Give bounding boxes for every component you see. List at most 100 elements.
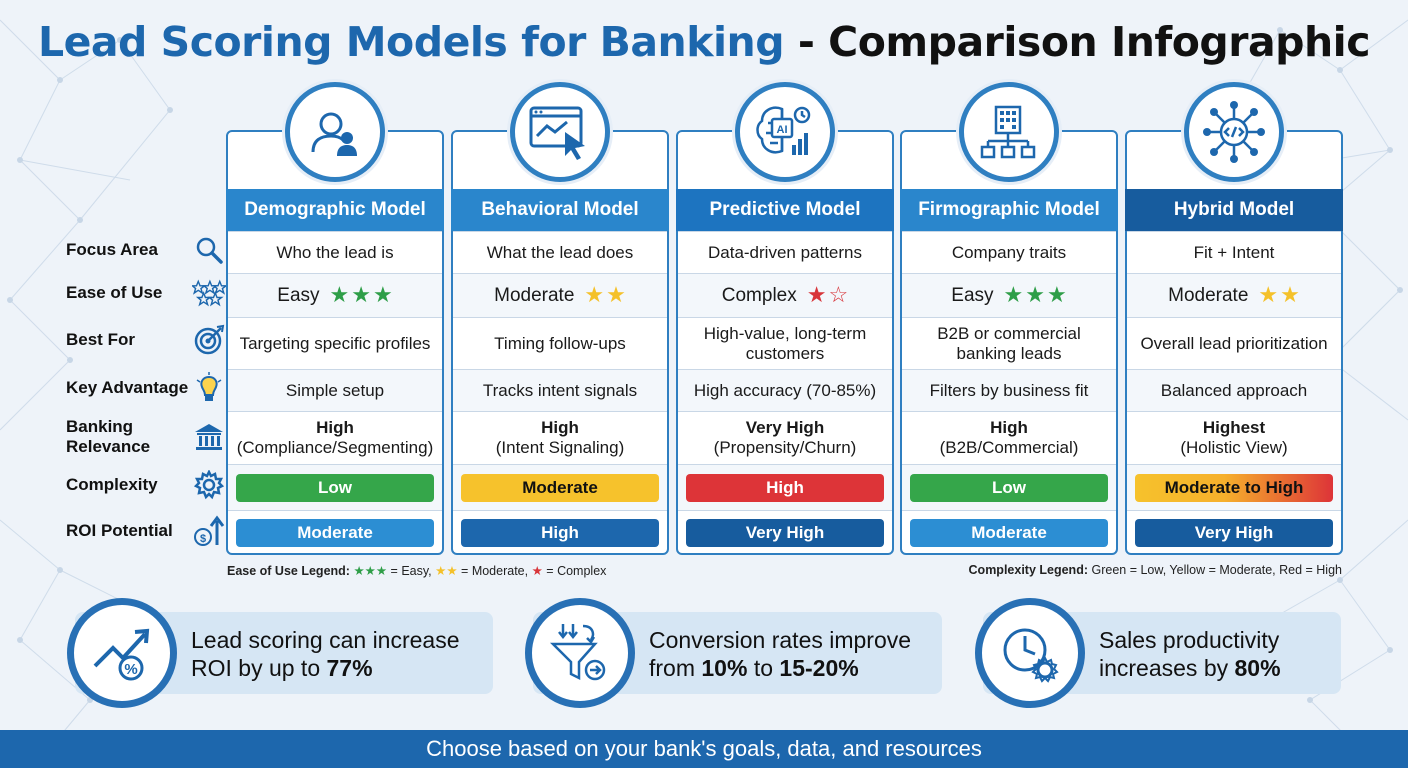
growth-icon: $ (192, 514, 226, 548)
row-label-key-advantage: Key Advantage (66, 371, 226, 405)
stars-icon (192, 276, 226, 310)
roi-potential-cell: Moderate (228, 510, 442, 555)
key-advantage-cell: Simple setup (228, 369, 442, 411)
best-for-line: banking leads (956, 343, 1062, 363)
focus-area-cell: Company traits (902, 231, 1116, 273)
ease-stars: ★☆ (806, 281, 849, 307)
ease-of-use-cell: Moderate ★★ (453, 273, 667, 317)
key-advantage-cell: Filters by business fit (902, 369, 1116, 411)
ease-of-use-cell: Moderate ★★ (1127, 273, 1341, 317)
legend-stars-easy: ★★★ (353, 564, 388, 578)
ease-of-use-cell: Easy ★★★ (902, 273, 1116, 317)
ease-label: Easy (951, 284, 994, 306)
gear-icon (192, 468, 226, 502)
legend-complex: = Complex (546, 564, 607, 578)
complexity-badge: Low (236, 473, 434, 502)
focus-area-cell: Data-driven patterns (678, 231, 892, 273)
complexity-badge: High (686, 473, 884, 502)
trend-percent-icon: % (67, 598, 177, 708)
clock-gear-icon (975, 598, 1085, 708)
ease-stars: ★★★ (329, 281, 393, 307)
model-card: Firmographic Model Company traits Easy ★★★ B… (900, 82, 1118, 555)
funnel-icon (525, 598, 635, 708)
relevance-level: Very High (745, 418, 825, 437)
stat-conversion: Conversion rates improve from 10% to 15-… (525, 598, 942, 708)
model-card: Hybrid Model Fit + Intent Moderate ★★ Overal… (1125, 82, 1343, 555)
roi-badge: Very High (686, 519, 884, 547)
best-for-line: High-value, long-term (703, 323, 867, 343)
complexity-badge: Moderate to High (1135, 473, 1333, 502)
row-label-banking-relevance: Banking Relevance (66, 415, 226, 459)
row-label-text: Banking Relevance (66, 417, 151, 456)
roi-potential-cell: Moderate (902, 510, 1116, 555)
best-for-cell: Overall lead prioritization (1127, 317, 1341, 369)
ease-of-use-cell: Complex ★☆ (678, 273, 892, 317)
best-for-line: B2B or commercial (937, 323, 1081, 343)
legend-moderate: = Moderate, (461, 564, 529, 578)
stat-line-1: Conversion rates improve (649, 627, 912, 653)
banking-relevance-cell: Very High (Propensity/Churn) (678, 411, 892, 464)
model-card: Demographic Model Who the lead is Easy ★★★ T… (226, 82, 444, 555)
row-label-text: Best For (66, 330, 135, 349)
model-card: Behavioral Model What the lead does Modera… (451, 82, 669, 555)
best-for-line: Overall lead prioritization (1140, 333, 1328, 353)
building-org-icon (959, 82, 1059, 182)
roi-potential-cell: Very High (1127, 510, 1341, 555)
relevance-detail: (B2B/Commercial) (939, 438, 1079, 457)
ease-of-use-legend: Ease of Use Legend: ★★★ = Easy, ★★ = Mod… (227, 563, 606, 578)
focus-area-cell: Fit + Intent (1127, 231, 1341, 273)
best-for-line: Targeting specific profiles (239, 333, 431, 353)
row-label-focus-area: Focus Area (66, 233, 226, 267)
relevance-detail: (Propensity/Churn) (713, 438, 857, 457)
stat-roi: % Lead scoring can increase ROI by up to… (67, 598, 493, 708)
best-for-line: customers (745, 343, 825, 363)
title-part-1: Lead Scoring Models for Banking (37, 18, 785, 66)
stat-value: 80% (1234, 655, 1281, 681)
complexity-cell: High (678, 464, 892, 510)
relevance-level: High (541, 418, 579, 437)
best-for-cell: B2B or commercial banking leads (902, 317, 1116, 369)
stat-value: 77% (326, 655, 373, 681)
roi-potential-cell: Very High (678, 510, 892, 555)
svg-text:%: % (124, 661, 137, 678)
svg-text:$: $ (200, 533, 206, 545)
ease-label: Complex (721, 284, 797, 306)
key-advantage-cell: Balanced approach (1127, 369, 1341, 411)
relevance-level: High (316, 418, 354, 437)
model-name: Hybrid Model (1125, 189, 1343, 231)
legend-title: Ease of Use Legend: (227, 564, 350, 578)
ease-label: Easy (277, 284, 320, 306)
ease-stars: ★★ (1258, 281, 1300, 307)
ai-brain-icon: AI (735, 82, 835, 182)
row-label-text: Key Advantage (66, 378, 189, 397)
ease-of-use-cell: Easy ★★★ (228, 273, 442, 317)
complexity-cell: Moderate (453, 464, 667, 510)
complexity-cell: Low (902, 464, 1116, 510)
model-name: Firmographic Model (900, 189, 1118, 231)
title-part-2: - Comparison Infographic (784, 18, 1371, 66)
complexity-badge: Low (910, 473, 1108, 502)
relevance-detail: (Compliance/Segmenting) (236, 438, 434, 457)
row-label-text: Ease of Use (66, 283, 163, 302)
row-label-best-for: Best For (66, 323, 226, 357)
legend-easy: = Easy, (390, 564, 432, 578)
ease-stars: ★★ (584, 281, 626, 307)
roi-badge: Moderate (910, 519, 1108, 547)
stat-line-2: increases by (1099, 655, 1235, 681)
complexity-cell: Moderate to High (1127, 464, 1341, 510)
relevance-level: Highest (1202, 418, 1266, 437)
banking-relevance-cell: High (Intent Signaling) (453, 411, 667, 464)
key-advantage-cell: Tracks intent signals (453, 369, 667, 411)
legend-stars-moderate: ★★ (435, 564, 458, 578)
stat-value-from: 10% (701, 655, 748, 681)
footer-banner: Choose based on your bank's goals, data,… (0, 730, 1408, 768)
svg-text:AI: AI (777, 124, 788, 136)
stat-productivity: Sales productivity increases by 80% (975, 598, 1341, 708)
stat-line-1: Sales productivity (1099, 627, 1280, 653)
banking-relevance-cell: Highest (Holistic View) (1127, 411, 1341, 464)
best-for-cell: Timing follow-ups (453, 317, 667, 369)
row-label-complexity: Complexity (66, 468, 226, 502)
relevance-detail: (Intent Signaling) (495, 438, 625, 457)
focus-area-cell: Who the lead is (228, 231, 442, 273)
ease-label: Moderate (1168, 284, 1249, 306)
